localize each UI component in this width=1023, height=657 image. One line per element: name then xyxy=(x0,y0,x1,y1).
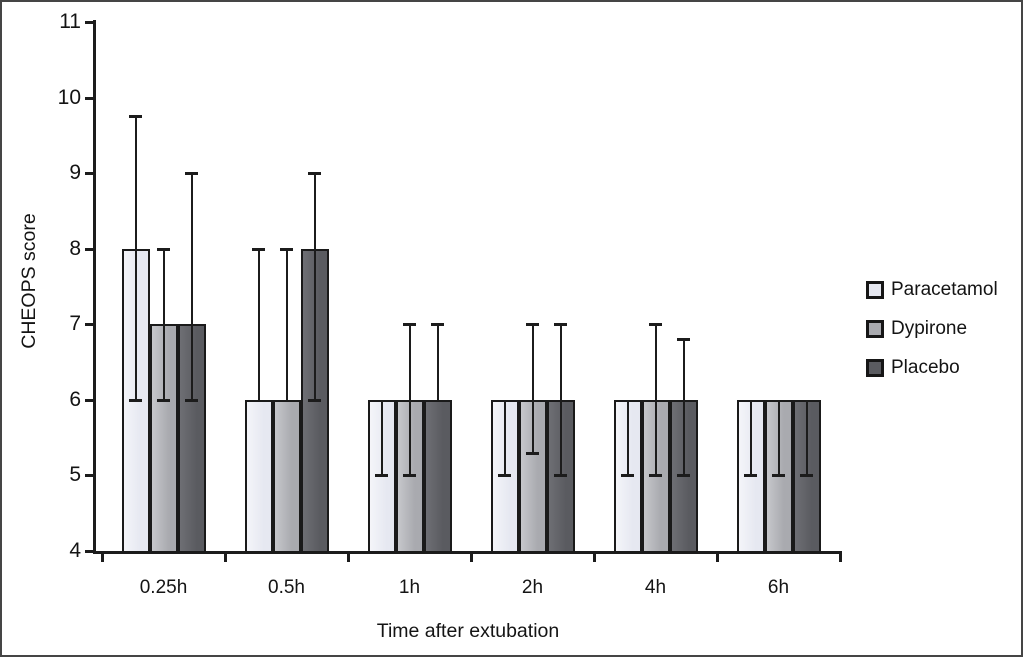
y-tick xyxy=(85,247,94,251)
legend-swatch-icon xyxy=(866,320,884,338)
error-bar-cap-bottom-dypirone-2h xyxy=(526,451,539,455)
error-bar-cap-top-dypirone-1h xyxy=(403,323,416,327)
y-tick xyxy=(85,323,94,327)
bar-dypirone-0.5h xyxy=(272,399,301,553)
error-bar-cap-top-placebo-1h xyxy=(431,323,444,327)
x-category-label: 4h xyxy=(644,577,667,598)
y-tick-label: 7 xyxy=(69,312,81,336)
error-bar-cap-bottom-dypirone-6h xyxy=(772,474,785,478)
error-bar-line-placebo-4h xyxy=(682,339,685,476)
legend-label: Dypirone xyxy=(891,318,968,339)
error-bar-cap-bottom-paracetamol-4h xyxy=(621,474,634,478)
error-bar-cap-top-dypirone-2h xyxy=(526,323,539,327)
error-bar-cap-top-placebo-2h xyxy=(554,323,567,327)
error-bar-line-placebo-1h xyxy=(436,324,439,400)
x-category-label: 2h xyxy=(521,577,544,598)
x-category-label: 1h xyxy=(398,577,421,598)
x-tick xyxy=(593,551,596,562)
legend-item-dypirone: Dypirone xyxy=(866,318,998,339)
error-bar-cap-top-placebo-0.5h xyxy=(308,172,321,176)
error-bar-cap-bottom-dypirone-4h xyxy=(649,474,662,478)
y-tick-label: 6 xyxy=(69,387,81,411)
error-bar-cap-bottom-paracetamol-6h xyxy=(744,474,757,478)
error-bar-cap-top-placebo-4h xyxy=(677,338,690,342)
error-bar-cap-bottom-placebo-0.25h xyxy=(185,398,198,402)
y-tick-label: 8 xyxy=(69,236,81,260)
y-tick-label: 11 xyxy=(59,10,81,33)
error-bar-line-dypirone-2h xyxy=(531,324,534,453)
error-bar-line-dypirone-0.25h xyxy=(162,248,165,400)
error-bar-line-paracetamol-2h xyxy=(503,399,506,476)
legend-swatch-icon xyxy=(866,359,884,377)
y-tick-label: 9 xyxy=(69,161,81,185)
y-tick-label: 10 xyxy=(57,85,81,109)
x-tick xyxy=(101,551,104,562)
error-bar-line-paracetamol-0.5h xyxy=(257,248,260,400)
error-bar-cap-top-dypirone-4h xyxy=(649,323,662,327)
error-bar-line-paracetamol-4h xyxy=(626,399,629,476)
x-tick xyxy=(716,551,719,562)
x-category-label: 0.25h xyxy=(139,577,188,598)
x-tick xyxy=(839,551,842,562)
y-axis-line xyxy=(93,20,96,554)
y-tick-label: 4 xyxy=(69,539,81,562)
legend-item-paracetamol: Paracetamol xyxy=(866,279,998,300)
y-tick xyxy=(85,96,94,100)
error-bar-line-placebo-6h xyxy=(805,399,808,476)
x-tick xyxy=(224,551,227,562)
error-bar-cap-bottom-placebo-0.5h xyxy=(308,398,321,402)
bar-paracetamol-0.25h xyxy=(121,248,150,553)
bar-placebo-0.25h xyxy=(177,324,206,553)
y-tick xyxy=(85,21,94,24)
error-bar-cap-bottom-dypirone-1h xyxy=(403,474,416,478)
error-bar-line-placebo-0.25h xyxy=(190,173,193,400)
x-category-label: 6h xyxy=(767,577,790,598)
legend-swatch-icon xyxy=(866,281,884,299)
legend-label: Placebo xyxy=(891,357,960,378)
legend-item-placebo: Placebo xyxy=(866,357,998,378)
error-bar-line-placebo-2h xyxy=(559,324,562,476)
error-bar-line-placebo-0.5h xyxy=(313,173,316,400)
error-bar-cap-top-dypirone-0.5h xyxy=(280,247,293,251)
y-tick xyxy=(85,398,94,402)
error-bar-line-dypirone-1h xyxy=(408,324,411,476)
y-tick xyxy=(85,474,94,478)
x-axis-title: Time after extubation xyxy=(376,620,560,642)
x-axis-line xyxy=(93,551,840,554)
error-bar-cap-bottom-placebo-6h xyxy=(800,474,813,478)
bar-paracetamol-0.5h xyxy=(244,399,273,553)
error-bar-cap-bottom-paracetamol-2h xyxy=(498,474,511,478)
error-bar-line-paracetamol-0.25h xyxy=(134,116,137,400)
error-bar-line-dypirone-6h xyxy=(777,399,780,476)
error-bar-line-dypirone-0.5h xyxy=(285,248,288,400)
x-tick xyxy=(347,551,350,562)
x-tick xyxy=(470,551,473,562)
y-tick xyxy=(85,172,94,176)
error-bar-cap-bottom-paracetamol-1h xyxy=(375,474,388,478)
error-bar-cap-top-dypirone-0.25h xyxy=(157,247,170,251)
error-bar-line-paracetamol-6h xyxy=(749,399,752,476)
legend: Paracetamol Dypirone Placebo xyxy=(866,279,998,398)
bar-placebo-1h xyxy=(423,399,452,553)
legend-label: Paracetamol xyxy=(891,279,998,300)
error-bar-line-dypirone-4h xyxy=(654,324,657,476)
error-bar-line-paracetamol-1h xyxy=(380,399,383,476)
error-bar-cap-bottom-placebo-2h xyxy=(554,474,567,478)
error-bar-cap-bottom-placebo-4h xyxy=(677,474,690,478)
y-tick xyxy=(85,550,94,553)
y-tick-label: 5 xyxy=(69,463,81,487)
error-bar-cap-bottom-paracetamol-0.25h xyxy=(129,398,142,402)
error-bar-cap-bottom-dypirone-0.25h xyxy=(157,398,170,402)
error-bar-cap-top-placebo-0.25h xyxy=(185,172,198,176)
error-bar-cap-top-paracetamol-0.25h xyxy=(129,115,142,119)
error-bar-cap-top-paracetamol-0.5h xyxy=(252,247,265,251)
x-category-label: 0.5h xyxy=(268,577,305,598)
